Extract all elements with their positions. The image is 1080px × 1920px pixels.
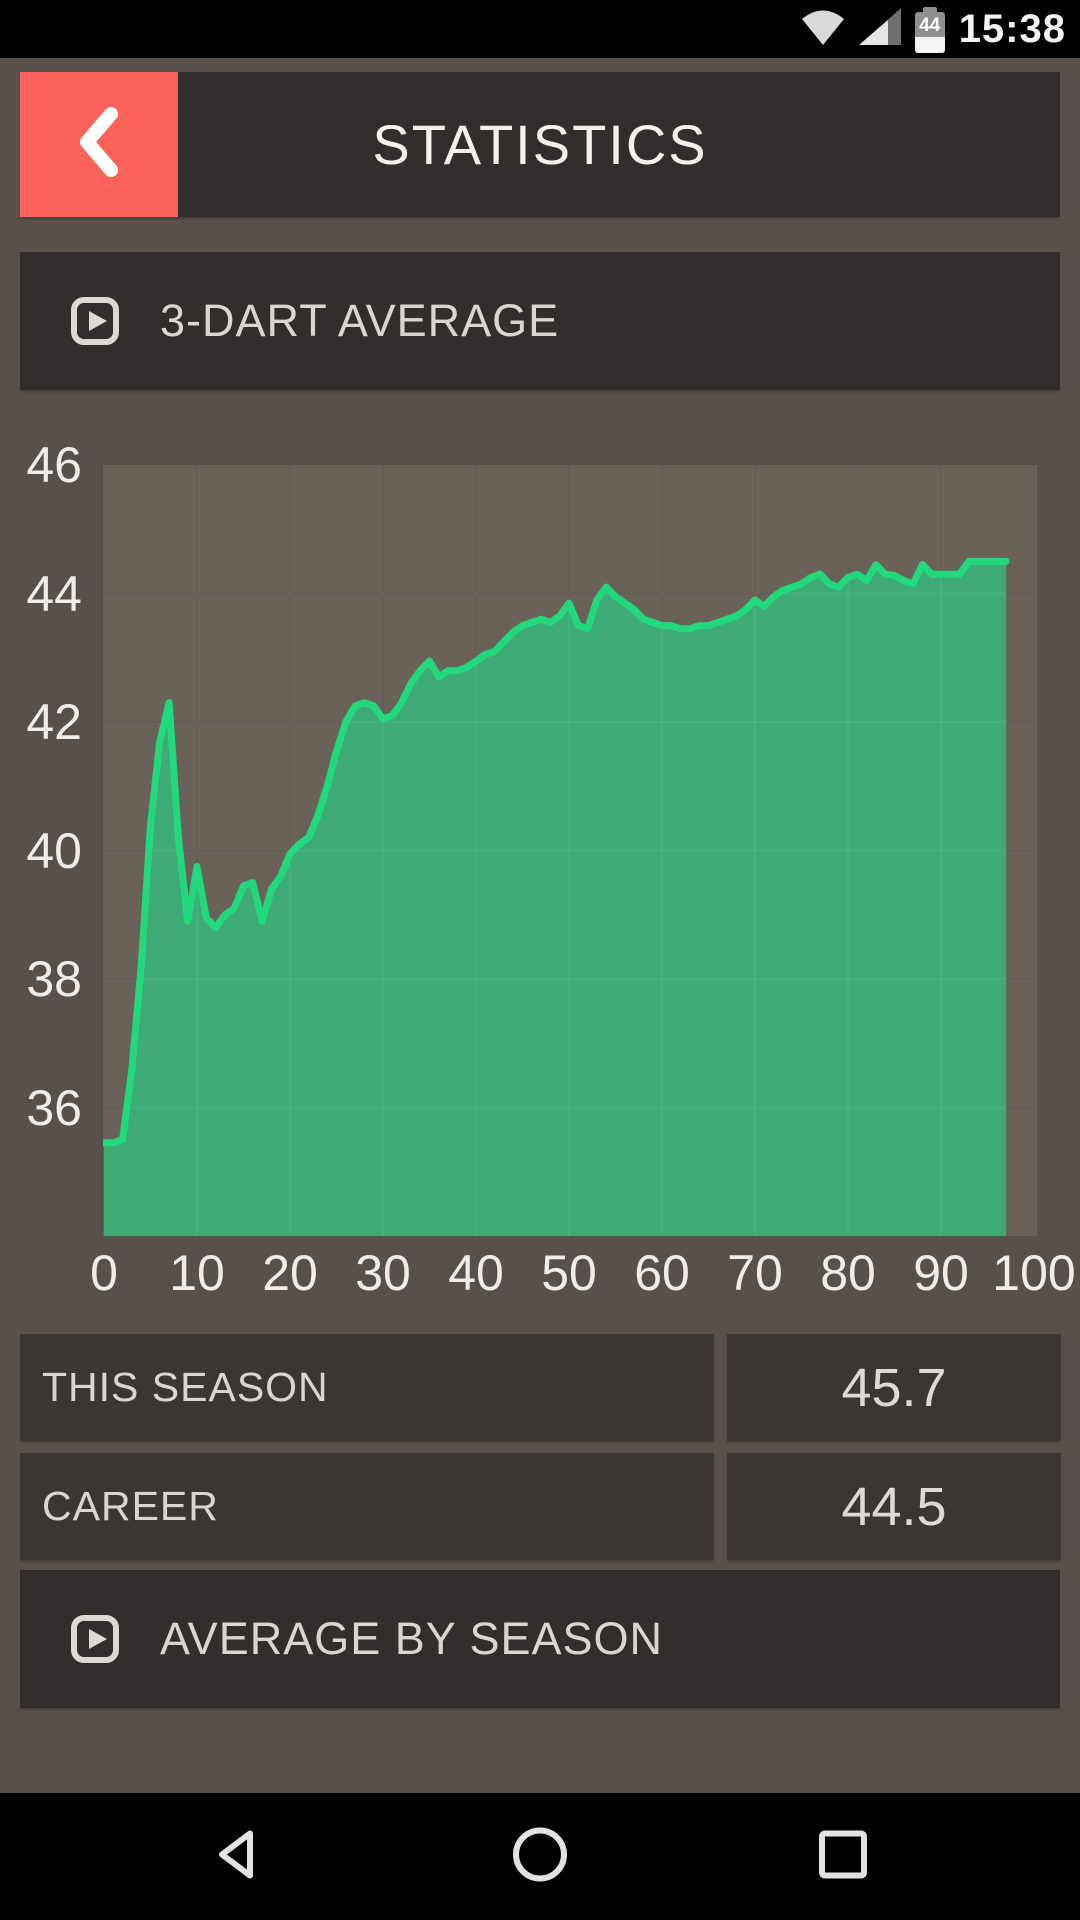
stat-label-this-season: THIS SEASON (42, 1364, 329, 1410)
section-label: AVERAGE BY SEASON (160, 1613, 664, 1664)
y-tick-label: 46 (26, 437, 82, 493)
home-circle-icon[interactable] (512, 1826, 568, 1887)
stat-row-value: 45.7 (727, 1334, 1061, 1441)
stat-label-career: CAREER (42, 1483, 219, 1529)
recents-square-icon[interactable] (817, 1828, 869, 1885)
x-tick-label: 30 (355, 1245, 411, 1301)
x-tick-label: 70 (727, 1245, 783, 1301)
back-button[interactable] (20, 72, 178, 217)
status-bar: 44 15:38 (0, 0, 1080, 58)
section-label: 3-DART AVERAGE (160, 295, 560, 346)
y-tick-label: 36 (26, 1079, 82, 1136)
x-tick-label: 10 (169, 1245, 225, 1301)
section-header-3-dart-average[interactable]: 3-DART AVERAGE (20, 252, 1060, 390)
y-tick-label: 44 (26, 565, 82, 622)
y-tick-label: 40 (26, 822, 82, 879)
stat-value-career: 44.5 (841, 1476, 947, 1537)
section-header-average-by-season[interactable]: AVERAGE BY SEASON (20, 1570, 1060, 1708)
x-tick-label: 0 (90, 1245, 118, 1301)
chevron-left-icon (73, 106, 125, 183)
x-tick-label: 90 (913, 1245, 969, 1301)
stat-row-value: 44.5 (727, 1453, 1061, 1560)
android-nav-bar (0, 1793, 1080, 1920)
back-triangle-icon[interactable] (210, 1826, 260, 1887)
stat-row-label: CAREER (20, 1453, 714, 1560)
slideshow-icon (70, 296, 120, 346)
page-title: STATISTICS (372, 113, 708, 176)
x-tick-label: 100 (992, 1245, 1076, 1301)
three-dart-average-chart (103, 465, 1037, 1236)
stat-row-label: THIS SEASON (20, 1334, 714, 1441)
status-time: 15:38 (958, 7, 1066, 51)
battery-percent: 44 (919, 15, 941, 36)
slideshow-icon (70, 1614, 120, 1664)
stat-value-this-season: 45.7 (841, 1357, 947, 1418)
battery-icon: 44 (914, 7, 945, 53)
x-tick-label: 50 (541, 1245, 597, 1301)
cell-signal-icon (858, 7, 901, 51)
y-tick-label: 38 (26, 951, 82, 1007)
wifi-icon (801, 8, 845, 51)
x-tick-label: 40 (448, 1245, 504, 1301)
y-tick-label: 42 (26, 694, 82, 750)
x-tick-label: 80 (820, 1245, 876, 1301)
x-tick-label: 20 (262, 1245, 318, 1301)
app-header: STATISTICS (20, 72, 1060, 217)
x-tick-label: 60 (634, 1245, 690, 1301)
